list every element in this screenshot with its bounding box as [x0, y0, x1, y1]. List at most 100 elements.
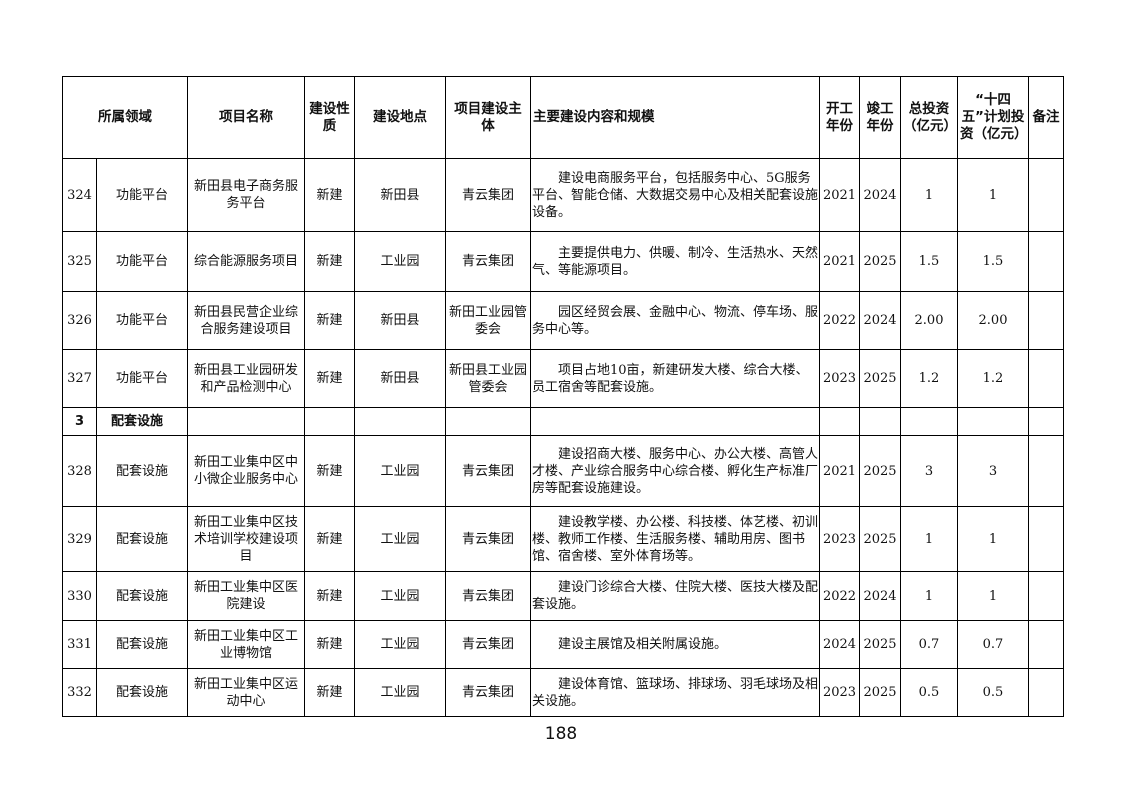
cell-name: 新田县民营企业综合服务建设项目 [187, 291, 305, 350]
cell-field: 功能平台 [96, 231, 188, 292]
cell-owner: 新田工业园管委会 [445, 291, 531, 350]
cell-total: 3 [900, 435, 958, 507]
cell-remark [1028, 668, 1064, 717]
cell-field: 配套设施 [96, 668, 188, 717]
cell-nature: 新建 [304, 620, 355, 669]
cell-nature: 新建 [304, 435, 355, 507]
table-row: 324 功能平台 新田县电子商务服务平台 新建 新田县 青云集团 建设电商服务平台，包括服务… [62, 158, 1064, 232]
cell-name: 新田工业集中区运动中心 [187, 668, 305, 717]
header-content: 主要建设内容和规模 [530, 76, 820, 159]
cell-nature: 新建 [304, 231, 355, 292]
empty-cell [445, 407, 531, 436]
header-owner: 项目建设主体 [445, 76, 531, 159]
header-remark: 备注 [1028, 76, 1064, 159]
cell-no: 328 [62, 435, 97, 507]
table-row: 329 配套设施 新田工业集中区技术培训学校建设项目 新建 工业园 青云集团 建设教学楼、办… [62, 506, 1064, 572]
cell-content: 主要提供电力、供暖、制冷、生活热水、天然气、等能源项目。 [530, 231, 820, 292]
cell-content: 建设电商服务平台，包括服务中心、5G服务平台、智能仓储、大数据交易中心及相关配套… [530, 158, 820, 232]
section-row: 3 配套设施 [62, 407, 1064, 436]
cell-location: 工业园 [354, 435, 446, 507]
cell-end: 2024 [859, 571, 901, 621]
cell-remark [1028, 231, 1064, 292]
header-total: 总投资（亿元） [900, 76, 958, 159]
table-row: 331 配套设施 新田工业集中区工业博物馆 新建 工业园 青云集团 建设主展馆及相关附属设施… [62, 620, 1064, 669]
empty-cell [354, 407, 446, 436]
cell-content: 建设门诊综合大楼、住院大楼、医技大楼及配套设施。 [530, 571, 820, 621]
cell-name: 新田县工业园研发和产品检测中心 [187, 349, 305, 408]
cell-name: 新田工业集中区工业博物馆 [187, 620, 305, 669]
cell-plan: 1.5 [957, 231, 1029, 292]
empty-cell [530, 407, 820, 436]
cell-end: 2025 [859, 435, 901, 507]
cell-no: 326 [62, 291, 97, 350]
cell-plan: 0.5 [957, 668, 1029, 717]
cell-owner: 青云集团 [445, 506, 531, 572]
cell-remark [1028, 291, 1064, 350]
page-number: 188 [544, 724, 578, 744]
cell-start: 2021 [819, 435, 860, 507]
cell-remark [1028, 506, 1064, 572]
cell-no: 324 [62, 158, 97, 232]
cell-plan: 1 [957, 571, 1029, 621]
table-row: 330 配套设施 新田工业集中区医院建设 新建 工业园 青云集团 建设门诊综合大楼、住院大楼… [62, 571, 1064, 621]
empty-cell [957, 407, 1029, 436]
cell-start: 2023 [819, 668, 860, 717]
cell-field: 功能平台 [96, 291, 188, 350]
cell-start: 2021 [819, 231, 860, 292]
cell-start: 2023 [819, 506, 860, 572]
cell-name: 新田工业集中区医院建设 [187, 571, 305, 621]
cell-content: 建设招商大楼、服务中心、办公大楼、高管人才楼、产业综合服务中心综合楼、孵化生产标… [530, 435, 820, 507]
table-row: 327 功能平台 新田县工业园研发和产品检测中心 新建 新田县 新田县工业园管委会 项目占地… [62, 349, 1064, 408]
cell-start: 2023 [819, 349, 860, 408]
cell-location: 工业园 [354, 231, 446, 292]
cell-no: 327 [62, 349, 97, 408]
cell-remark [1028, 435, 1064, 507]
cell-field: 配套设施 [96, 506, 188, 572]
cell-owner: 青云集团 [445, 435, 531, 507]
cell-field: 配套设施 [96, 620, 188, 669]
cell-total: 0.5 [900, 668, 958, 717]
cell-owner: 新田县工业园管委会 [445, 349, 531, 408]
empty-cell [900, 407, 958, 436]
cell-no: 325 [62, 231, 97, 292]
cell-end: 2024 [859, 291, 901, 350]
cell-location: 新田县 [354, 158, 446, 232]
cell-total: 1 [900, 158, 958, 232]
table-row: 328 配套设施 新田工业集中区中小微企业服务中心 新建 工业园 青云集团 建设招商大楼、服… [62, 435, 1064, 507]
empty-cell [304, 407, 355, 436]
cell-total: 1.5 [900, 231, 958, 292]
cell-plan: 1.2 [957, 349, 1029, 408]
table-row: 332 配套设施 新田工业集中区运动中心 新建 工业园 青云集团 建设体育馆、篮球场、排球场… [62, 668, 1064, 717]
cell-plan: 1 [957, 506, 1029, 572]
empty-cell [859, 407, 901, 436]
cell-location: 工业园 [354, 668, 446, 717]
cell-no: 330 [62, 571, 97, 621]
cell-end: 2025 [859, 506, 901, 572]
cell-remark [1028, 571, 1064, 621]
cell-name: 新田工业集中区中小微企业服务中心 [187, 435, 305, 507]
cell-content: 项目占地10亩，新建研发大楼、综合大楼、员工宿舍等配套设施。 [530, 349, 820, 408]
cell-end: 2025 [859, 349, 901, 408]
cell-end: 2025 [859, 668, 901, 717]
cell-owner: 青云集团 [445, 231, 531, 292]
cell-start: 2022 [819, 291, 860, 350]
empty-cell [187, 407, 305, 436]
cell-location: 工业园 [354, 506, 446, 572]
cell-location: 工业园 [354, 620, 446, 669]
cell-no: 331 [62, 620, 97, 669]
cell-start: 2024 [819, 620, 860, 669]
cell-no: 332 [62, 668, 97, 717]
cell-location: 工业园 [354, 571, 446, 621]
header-end: 竣工年份 [859, 76, 901, 159]
cell-total: 1 [900, 506, 958, 572]
cell-plan: 3 [957, 435, 1029, 507]
cell-end: 2025 [859, 620, 901, 669]
table-row: 325 功能平台 综合能源服务项目 新建 工业园 青云集团 主要提供电力、供暖、制冷、生活热… [62, 231, 1064, 292]
table-row: 326 功能平台 新田县民营企业综合服务建设项目 新建 新田县 新田工业园管委会 园区经贸会… [62, 291, 1064, 350]
cell-field: 配套设施 [96, 571, 188, 621]
cell-owner: 青云集团 [445, 158, 531, 232]
cell-name: 新田县电子商务服务平台 [187, 158, 305, 232]
cell-nature: 新建 [304, 291, 355, 350]
section-name: 配套设施 [96, 407, 188, 436]
header-location: 建设地点 [354, 76, 446, 159]
